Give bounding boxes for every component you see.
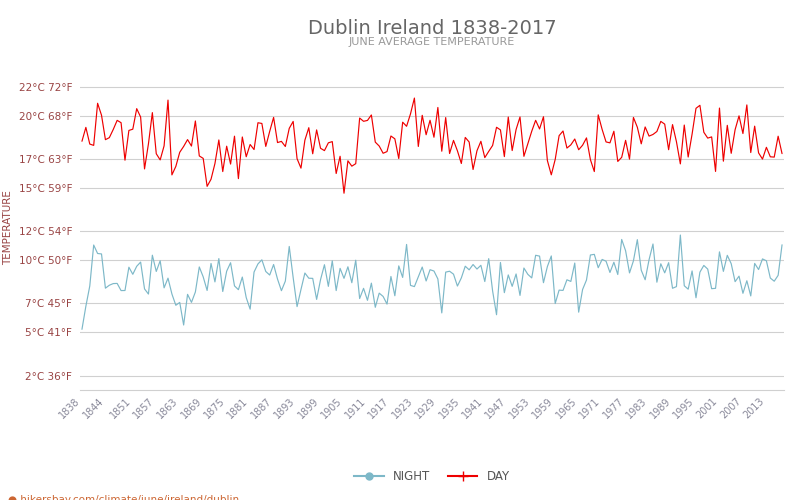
Y-axis label: TEMPERATURE: TEMPERATURE: [3, 190, 14, 265]
Title: Dublin Ireland 1838-2017: Dublin Ireland 1838-2017: [308, 20, 556, 38]
Legend: NIGHT, DAY: NIGHT, DAY: [350, 466, 514, 488]
Text: ● hikersbay.com/climate/june/ireland/dublin: ● hikersbay.com/climate/june/ireland/dub…: [8, 495, 239, 500]
Text: JUNE AVERAGE TEMPERATURE: JUNE AVERAGE TEMPERATURE: [349, 37, 515, 47]
